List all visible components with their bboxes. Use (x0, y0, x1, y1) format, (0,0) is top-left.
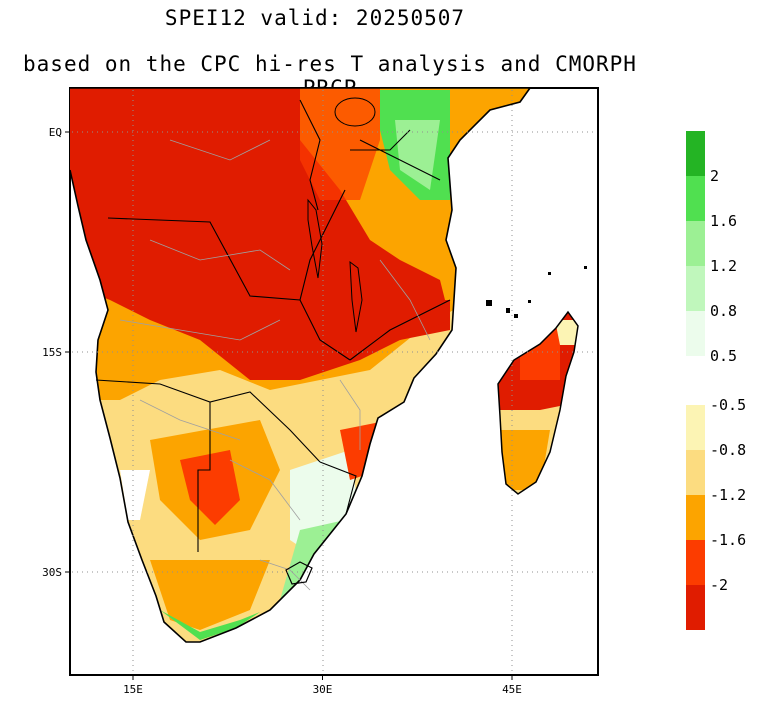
colorbar-label: -2 (710, 576, 728, 594)
y-tick-label: EQ (49, 126, 62, 139)
comoros-islands (486, 266, 587, 318)
colorbar-swatch-dry (686, 450, 705, 495)
colorbar-label: -0.5 (710, 396, 746, 414)
colorbar-label: 0.8 (710, 302, 737, 320)
y-tick-label: 15S (42, 346, 62, 359)
colorbar-label: 1.6 (710, 212, 737, 230)
country-borders (95, 99, 451, 552)
x-axis: 15E 30E 45E (123, 675, 522, 696)
lake-victoria (334, 97, 376, 127)
colorbar-swatch-wet (686, 131, 705, 176)
lesotho-border (285, 561, 313, 585)
graticule (72, 90, 596, 673)
colorbar-swatch-wet (686, 311, 705, 356)
colorbar-label: -0.8 (710, 441, 746, 459)
y-tick-label: 30S (42, 566, 62, 579)
lake-tanganyika (307, 198, 323, 279)
x-tick-label: 30E (313, 683, 333, 696)
x-tick-label: 15E (123, 683, 143, 696)
colorbar-swatch-wet (686, 221, 705, 266)
map-subtitle: based on the CPC hi-res T analysis and C… (23, 52, 637, 100)
colorbar-swatch-dry (686, 540, 705, 585)
colorbar-swatch-wet (686, 266, 705, 311)
colorbar-label: -1.6 (710, 531, 746, 549)
colorbar-label: 2 (710, 167, 719, 185)
admin-borders (119, 139, 431, 591)
colorbar-legend: 0.5 0.8 1.2 1.6 2 -0.5 -0.8 -1.2 -1.6 -2 (686, 131, 746, 630)
colorbar-swatch-dry (686, 405, 705, 450)
colorbar-label: 0.5 (710, 347, 737, 365)
colorbar-swatch-dry (686, 585, 705, 630)
colorbar-swatch-dry (686, 495, 705, 540)
map-title: SPEI12 valid: 20250507 (164, 6, 466, 30)
lake-malawi (349, 260, 363, 333)
colorbar-swatch-wet (686, 176, 705, 221)
y-axis: EQ 15S 30S (42, 126, 70, 579)
colorbar-label: 1.2 (710, 257, 737, 275)
x-tick-label: 45E (502, 683, 522, 696)
africa-coastline (69, 87, 532, 643)
colorbar-label: -1.2 (710, 486, 746, 504)
